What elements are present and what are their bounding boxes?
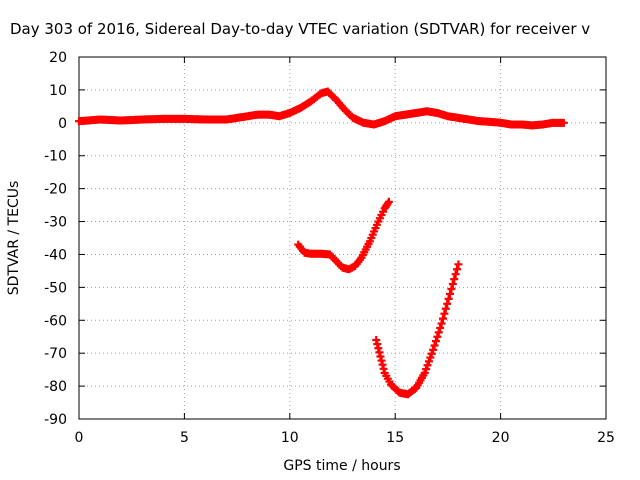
x-tick-label: 5	[180, 430, 189, 446]
x-tick-label: 15	[386, 430, 404, 446]
data-point	[427, 349, 436, 358]
x-tick-label: 20	[492, 430, 510, 446]
y-tick-label: -70	[44, 346, 67, 362]
data-point	[424, 357, 433, 366]
y-tick-label: -20	[44, 182, 67, 198]
data-point	[384, 197, 393, 206]
data-point	[438, 314, 447, 323]
data-point	[437, 319, 446, 328]
data-point	[422, 365, 431, 374]
y-tick-label: 0	[58, 116, 67, 132]
y-tick-label: -30	[44, 215, 67, 231]
series-1	[75, 87, 568, 130]
y-axis-label: SDTVAR / TECUs	[6, 181, 22, 296]
x-tick-label: 25	[597, 430, 615, 446]
data-point	[447, 285, 456, 294]
data-point	[420, 368, 429, 377]
data-point	[453, 265, 462, 274]
data-point	[448, 280, 457, 289]
chart-title: Day 303 of 2016, Sidereal Day-to-day VTE…	[10, 20, 590, 38]
y-tick-label: 20	[49, 50, 67, 66]
data-series	[75, 87, 568, 399]
plot-frame	[78, 56, 607, 420]
data-point	[429, 345, 438, 354]
y-tick-label: -90	[44, 412, 67, 428]
data-point	[443, 299, 452, 308]
data-point	[559, 118, 568, 127]
y-tick-labels: 20 10 0 -10 -20 -30 -40 -50 -60 -70 -80 -90	[44, 50, 67, 428]
y-tick-label: -10	[44, 149, 67, 165]
data-point	[433, 332, 442, 341]
x-tick-label: 0	[75, 430, 84, 446]
x-axis-label: GPS time / hours	[283, 458, 400, 474]
y-tick-label: -40	[44, 247, 67, 263]
series-2	[294, 197, 393, 274]
data-point	[423, 361, 432, 370]
axis-ticks	[78, 56, 607, 420]
data-point	[441, 304, 450, 313]
x-tick-label: 10	[281, 430, 299, 446]
y-tick-label: -60	[44, 313, 67, 329]
data-point	[426, 353, 435, 362]
y-tick-label: 10	[49, 83, 67, 99]
data-point	[451, 270, 460, 279]
data-point	[434, 328, 443, 337]
y-tick-label: -80	[44, 379, 67, 395]
data-point	[446, 289, 455, 298]
data-point	[436, 323, 445, 332]
data-point	[454, 260, 463, 269]
y-tick-label: -50	[44, 280, 67, 296]
data-point	[450, 275, 459, 284]
data-point	[440, 309, 449, 318]
data-point	[431, 337, 440, 346]
data-point	[430, 341, 439, 350]
data-point	[444, 294, 453, 303]
series-3	[372, 260, 463, 399]
x-tick-labels: 0 5 10 15 20 25	[75, 430, 615, 446]
